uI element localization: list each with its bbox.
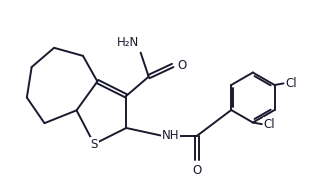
Text: Cl: Cl: [285, 77, 297, 90]
Text: H: H: [164, 130, 172, 142]
Text: S: S: [90, 138, 98, 151]
Text: NH: NH: [162, 130, 179, 142]
Text: O: O: [178, 59, 187, 72]
Text: O: O: [192, 164, 202, 177]
Text: Cl: Cl: [264, 118, 275, 131]
Text: H₂N: H₂N: [117, 36, 139, 49]
